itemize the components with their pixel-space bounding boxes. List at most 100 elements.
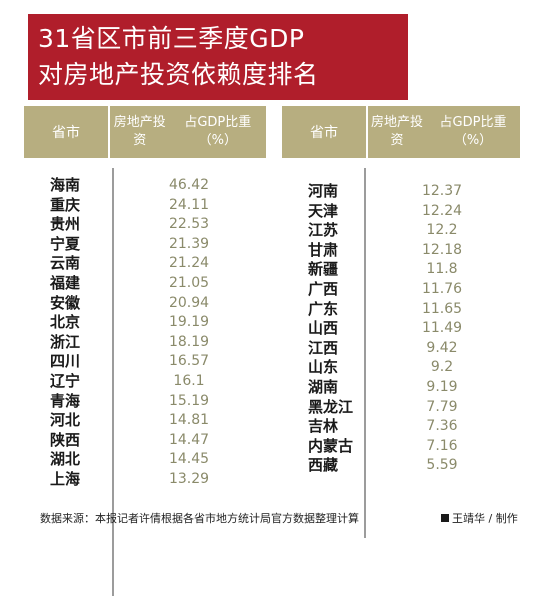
region-name: 广西	[308, 279, 339, 298]
table-header-right: 省市 房地产投资 占GDP比重（%）	[282, 106, 520, 158]
region-value: 11.49	[421, 320, 463, 337]
region-name: 甘肃	[308, 240, 339, 259]
region-name: 天津	[308, 201, 339, 220]
table-row: 海南 46.42	[24, 176, 266, 196]
value-header-line-1: 房地产投资	[113, 115, 166, 148]
table-row: 四川 16.57	[24, 352, 266, 372]
region-value: 19.19	[168, 314, 210, 331]
region-name: 云南	[50, 254, 81, 273]
region-value: 11.8	[426, 261, 458, 278]
square-bullet-icon	[441, 514, 449, 522]
table-row: 天津 12.24	[282, 202, 520, 222]
region-value: 16.1	[173, 372, 205, 389]
table-row: 辽宁 16.1	[24, 372, 266, 392]
table-row: 西藏 5.59	[282, 456, 520, 476]
table-row: 陕西 14.47	[24, 431, 266, 451]
value-header-line-2: 占GDP比重（%）	[184, 115, 252, 148]
region-name: 内蒙古	[308, 436, 354, 455]
region-value: 13.29	[168, 470, 210, 487]
value-column-header: 房地产投资 占GDP比重（%）	[110, 106, 266, 158]
region-name: 黑龙江	[308, 397, 354, 416]
region-name: 宁夏	[50, 234, 81, 253]
region-value: 14.81	[168, 412, 210, 429]
table-row: 云南 21.24	[24, 254, 266, 274]
region-name: 广东	[308, 299, 339, 318]
region-value: 20.94	[168, 294, 210, 311]
region-name: 陕西	[50, 430, 81, 449]
table-row: 上海 13.29	[24, 470, 266, 490]
region-value: 9.2	[430, 359, 454, 376]
region-value: 5.59	[426, 457, 458, 474]
region-name: 四川	[50, 352, 81, 371]
region-value: 15.19	[168, 392, 210, 409]
table-header-left: 省市 房地产投资 占GDP比重（%）	[24, 106, 266, 158]
region-name: 河北	[50, 411, 81, 430]
region-name: 海南	[50, 176, 81, 194]
table-row: 内蒙古 7.16	[282, 437, 520, 457]
region-name: 江西	[308, 338, 339, 357]
region-value: 14.47	[168, 431, 210, 448]
region-name: 浙江	[50, 332, 81, 351]
region-name: 贵州	[50, 215, 81, 234]
region-value: 12.24	[421, 202, 463, 219]
value-header-line-1: 房地产投资	[371, 115, 424, 148]
region-name: 湖北	[50, 450, 81, 469]
region-name: 北京	[50, 313, 81, 332]
ranking-table-left: 省市 房地产投资 占GDP比重（%） 海南 46.42 重庆 24.11 贵州 22.53…	[24, 106, 266, 596]
table-row: 黑龙江 7.79	[282, 398, 520, 418]
region-value: 21.24	[168, 255, 210, 272]
table-row: 吉林 7.36	[282, 417, 520, 437]
region-value: 21.39	[168, 235, 210, 252]
title-line-1: 31省区市前三季度GDP	[38, 24, 305, 53]
region-value: 9.19	[426, 378, 458, 395]
region-value: 46.42	[168, 177, 210, 193]
table-row: 重庆 24.11	[24, 196, 266, 216]
region-value: 7.79	[426, 398, 458, 415]
table-row: 湖北 14.45	[24, 450, 266, 470]
table-row: 青海 15.19	[24, 392, 266, 412]
region-value: 7.36	[426, 418, 458, 435]
table-row: 河南 12.37	[282, 182, 520, 202]
region-name: 江苏	[308, 221, 339, 240]
table-row: 贵州 22.53	[24, 215, 266, 235]
region-name: 湖南	[308, 377, 339, 396]
table-row: 河北 14.81	[24, 411, 266, 431]
value-header-line-2: 占GDP比重（%）	[439, 115, 507, 148]
region-value: 21.05	[168, 274, 210, 291]
table-row: 广西 11.76	[282, 280, 520, 300]
region-value: 12.2	[426, 222, 458, 239]
table-row: 江西 9.42	[282, 339, 520, 359]
region-name: 福建	[50, 273, 81, 292]
table-rows-left: 海南 46.42 重庆 24.11 贵州 22.53 宁夏 21.39 云南 21.24 福建 21.…	[24, 176, 266, 490]
table-row: 北京 19.19	[24, 313, 266, 333]
value-column-header: 房地产投资 占GDP比重（%）	[368, 106, 520, 158]
credit-note: 王靖华 / 制作	[441, 510, 518, 526]
table-row: 新疆 11.8	[282, 260, 520, 280]
region-name: 山东	[308, 358, 339, 377]
region-name: 山西	[308, 319, 339, 338]
column-divider	[364, 168, 366, 538]
region-name: 西藏	[308, 456, 339, 475]
title-line-2: 对房地产投资依赖度排名	[38, 60, 319, 89]
region-name: 重庆	[50, 195, 81, 214]
region-value: 11.76	[421, 280, 463, 297]
region-value: 7.16	[426, 437, 458, 454]
data-source-note: 数据来源：本报记者许倩根据各省市地方统计局官方数据整理计算	[40, 512, 359, 525]
table-row: 福建 21.05	[24, 274, 266, 294]
table-row: 山东 9.2	[282, 358, 520, 378]
region-value: 9.42	[426, 339, 458, 356]
region-value: 16.57	[168, 353, 210, 370]
region-value: 12.18	[421, 241, 463, 258]
table-row: 山西 11.49	[282, 319, 520, 339]
region-column-header: 省市	[24, 106, 108, 158]
region-value: 11.65	[421, 300, 463, 317]
table-rows-right: 河南 12.37 天津 12.24 江苏 12.2 甘肃 12.18 新疆 11.8 广西 11.76…	[282, 182, 520, 476]
ranking-table-right: 省市 房地产投资 占GDP比重（%） 河南 12.37 天津 12.24 江苏 12.2 甘…	[282, 106, 520, 538]
region-name: 河南	[308, 182, 339, 200]
table-row: 甘肃 12.18	[282, 241, 520, 261]
region-value: 22.53	[168, 216, 210, 233]
region-value: 14.45	[168, 451, 210, 468]
column-divider	[112, 168, 114, 596]
region-value: 18.19	[168, 333, 210, 350]
region-name: 青海	[50, 391, 81, 410]
